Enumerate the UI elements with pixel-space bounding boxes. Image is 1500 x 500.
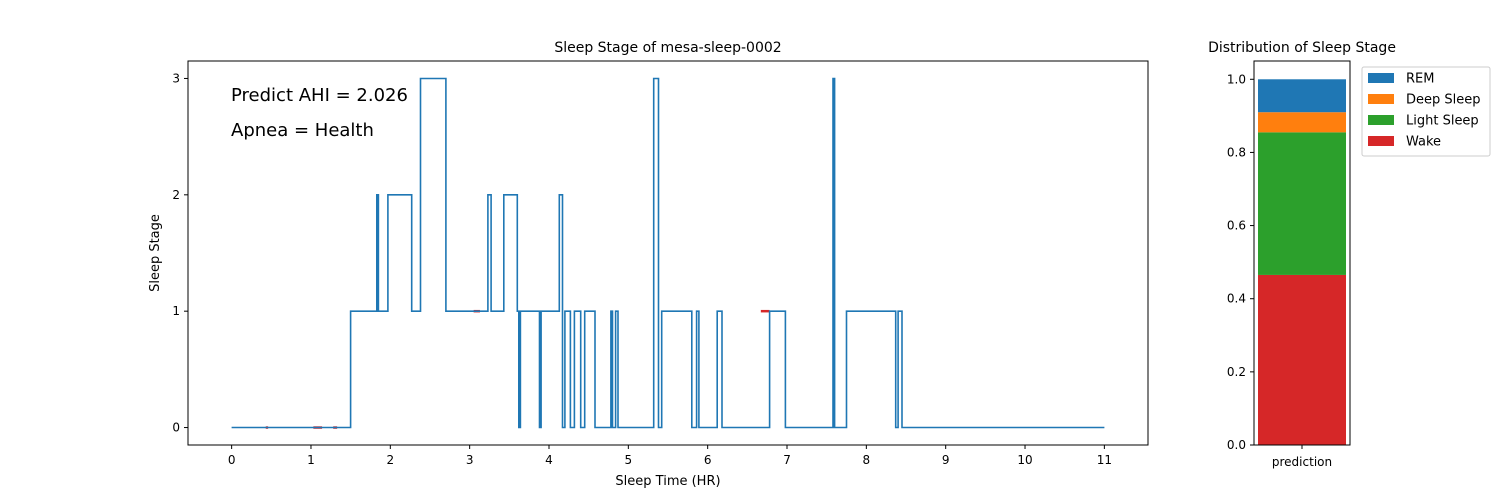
- y-axis-ticks: 0.0 0.2 0.4 0.6 0.8 1.0: [1227, 72, 1254, 452]
- y-tick-label-0: 0: [172, 421, 180, 435]
- y-axis-label: Sleep Stage: [148, 214, 163, 292]
- legend-swatch-0: [1368, 73, 1394, 83]
- y-tick-label-1: 0.2: [1227, 365, 1246, 379]
- x-tick-label-1: 1: [307, 453, 315, 467]
- plot-frame: [187, 60, 1149, 446]
- legend-swatch-3: [1368, 136, 1394, 146]
- legend-label-3: Wake: [1406, 135, 1441, 150]
- apnea-annotation: Apnea = Health: [231, 120, 374, 141]
- sleep-stage-series: [231, 77, 1105, 429]
- legend-label-0: REM: [1406, 72, 1434, 87]
- x-axis-label: Sleep Time (HR): [615, 474, 720, 489]
- x-tick-label-8: 8: [863, 453, 871, 467]
- y-tick-label-0: 0.0: [1227, 438, 1246, 452]
- x-axis-ticks: 0 1 2 3 4 5 6 7 8 9 10 11: [228, 445, 1112, 467]
- bar-light-sleep: [1258, 132, 1346, 275]
- x-tick-label-4: 4: [545, 453, 553, 467]
- apnea-events: [265, 309, 770, 429]
- x-tick-label-7: 7: [783, 453, 791, 467]
- y-tick-label-2: 0.4: [1227, 292, 1246, 306]
- x-tick-label-2: 2: [386, 453, 394, 467]
- legend-label-1: Deep Sleep: [1406, 93, 1481, 108]
- legend: REM Deep Sleep Light Sleep Wake: [1361, 66, 1491, 157]
- y-tick-label-3: 3: [172, 71, 180, 85]
- stacked-bars: [1258, 79, 1346, 445]
- y-tick-label-5: 1.0: [1227, 72, 1246, 86]
- x-tick-label: prediction: [1272, 455, 1332, 469]
- x-tick-label-5: 5: [625, 453, 633, 467]
- legend-swatch-2: [1368, 115, 1394, 125]
- y-axis-ticks: 0 1 2 3: [172, 71, 188, 435]
- bar-rem: [1258, 79, 1346, 113]
- legend-label-2: Light Sleep: [1406, 114, 1479, 129]
- y-tick-label-3: 0.6: [1227, 219, 1246, 233]
- bar-wake: [1258, 274, 1346, 445]
- x-tick-label-10: 10: [1017, 453, 1032, 467]
- x-tick-label-0: 0: [228, 453, 236, 467]
- legend-frame: [1361, 66, 1491, 157]
- y-tick-label-1: 1: [172, 304, 180, 318]
- x-tick-label-9: 9: [942, 453, 950, 467]
- sleep-stage-chart: Sleep Stage of mesa-sleep-0002 0 1 2 3 4 5 6 7 8…: [148, 40, 1149, 489]
- x-tick-label-11: 11: [1097, 453, 1112, 467]
- predict-ahi-annotation: Predict AHI = 2.026: [231, 85, 408, 106]
- x-tick-label-3: 3: [466, 453, 474, 467]
- sleep-stage-line-0: [231, 77, 1105, 429]
- bar-deep-sleep: [1258, 112, 1346, 133]
- chart-title: Distribution of Sleep Stage: [1208, 40, 1396, 56]
- legend-swatch-1: [1368, 94, 1394, 104]
- y-tick-label-4: 0.8: [1227, 145, 1246, 159]
- chart-title: Sleep Stage of mesa-sleep-0002: [554, 40, 781, 56]
- x-tick-label-6: 6: [704, 453, 712, 467]
- sleep-stage-distribution-chart: Distribution of Sleep Stage 0.0 0.2 0.4 0.6…: [1208, 40, 1491, 469]
- y-tick-label-2: 2: [172, 188, 180, 202]
